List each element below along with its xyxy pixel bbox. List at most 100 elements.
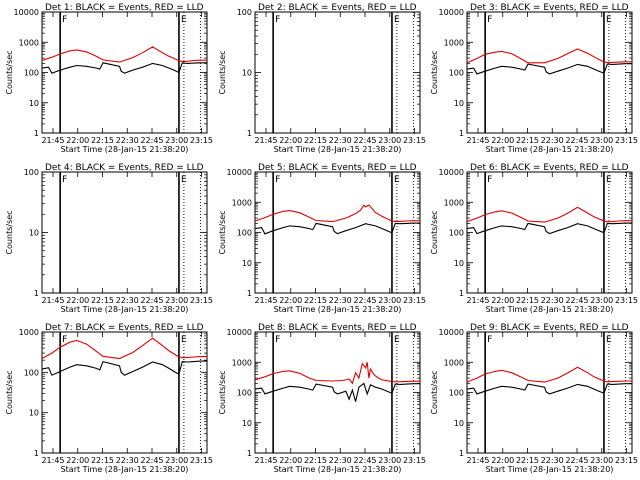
x-tick-label: 21:45 (254, 456, 277, 465)
plot-frame (254, 11, 421, 134)
x-tick-label: 23:00 (165, 296, 188, 305)
series-lld-line (466, 366, 632, 383)
x-tick-label: 23:00 (378, 296, 401, 305)
panel-det-3: Det 3: BLACK = Events, RED = LLD 1 10 100 10… (430, 3, 638, 154)
y-axis-label: Counts/sec (5, 370, 14, 414)
y-tick-label: 10 (29, 409, 39, 418)
end-flag-label: E (606, 175, 612, 185)
x-axis-label: Start Time (28-Jan-15 21:38:20) (486, 305, 614, 314)
x-tick-label: 23:00 (590, 136, 613, 145)
y-tick-label: 10 (454, 419, 464, 428)
y-tick-label: 10000 (439, 8, 464, 17)
x-tick-label: 22:15 (516, 136, 539, 145)
end-flag-label: E (394, 335, 400, 345)
x-tick-label: 23:15 (403, 296, 426, 305)
panel-title: Det 4: BLACK = Events, RED = LLD (45, 163, 204, 173)
x-tick-label: 22:00 (279, 456, 302, 465)
panel-det-6: Det 6: BLACK = Events, RED = LLD 1 10 100 10… (430, 163, 638, 314)
y-tick-label: 1 (34, 129, 39, 138)
y-tick-label: 100 (449, 229, 464, 238)
x-tick-label: 22:45 (565, 296, 588, 305)
y-tick-label: 10000 (439, 328, 464, 337)
x-tick-label: 23:00 (165, 136, 188, 145)
x-tick-label: 23:00 (378, 456, 401, 465)
y-tick-label: 10000 (227, 168, 252, 177)
panel-title: Det 6: BLACK = Events, RED = LLD (470, 163, 629, 173)
y-tick-label: 1 (34, 449, 39, 458)
x-axis-label: Start Time (28-Jan-15 21:38:20) (61, 465, 189, 474)
y-tick-label: 1 (247, 129, 252, 138)
x-tick-label: 22:30 (116, 296, 139, 305)
x-tick-label: 23:15 (615, 456, 638, 465)
series-events-line (254, 382, 420, 402)
plot-frame (254, 331, 421, 454)
start-flag-label: F (487, 175, 492, 185)
end-flag-label: E (181, 15, 187, 25)
x-tick-label: 22:30 (541, 456, 564, 465)
x-tick-label: 22:00 (491, 296, 514, 305)
y-tick-label: 1 (247, 289, 252, 298)
plot-frame (41, 331, 208, 454)
x-tick-label: 22:45 (565, 136, 588, 145)
x-tick-label: 22:45 (353, 136, 376, 145)
y-tick-label: 1000 (232, 358, 252, 367)
x-tick-label: 22:15 (91, 456, 114, 465)
y-tick-label: 1000 (444, 198, 464, 207)
start-flag-label: F (275, 175, 280, 185)
x-axis-label: Start Time (28-Jan-15 21:38:20) (274, 145, 402, 154)
x-tick-label: 23:00 (590, 296, 613, 305)
panel-title: Det 5: BLACK = Events, RED = LLD (258, 163, 417, 173)
end-flag-label: E (181, 175, 187, 185)
x-tick-label: 23:15 (615, 296, 638, 305)
series-events-line (466, 222, 632, 235)
x-tick-label: 22:00 (491, 456, 514, 465)
start-flag-label: F (487, 15, 492, 25)
y-axis-label: Counts/sec (5, 50, 14, 94)
series-events-line (466, 383, 632, 395)
x-axis-label: Start Time (28-Jan-15 21:38:20) (486, 145, 614, 154)
y-tick-label: 1000 (19, 328, 39, 337)
end-flag-label: E (394, 175, 400, 185)
plot-frame (466, 11, 633, 134)
x-tick-label: 22:45 (140, 296, 163, 305)
series-events-line (466, 63, 632, 75)
y-tick-label: 10 (242, 69, 252, 78)
x-tick-label: 22:30 (541, 296, 564, 305)
x-tick-label: 22:15 (516, 456, 539, 465)
x-tick-label: 22:45 (353, 456, 376, 465)
y-tick-label: 100 (24, 368, 39, 377)
start-flag-label: F (275, 15, 280, 25)
x-tick-label: 22:30 (329, 296, 352, 305)
x-tick-label: 21:45 (466, 456, 489, 465)
y-tick-label: 10 (29, 229, 39, 238)
start-flag-label: F (62, 175, 67, 185)
y-tick-label: 10000 (14, 8, 39, 17)
x-axis-label: Start Time (28-Jan-15 21:38:20) (61, 145, 189, 154)
y-tick-label: 10 (242, 419, 252, 428)
x-tick-label: 22:15 (516, 296, 539, 305)
start-flag-label: F (487, 335, 492, 345)
x-tick-label: 22:30 (116, 456, 139, 465)
x-tick-label: 22:15 (304, 136, 327, 145)
panel-det-7: Det 7: BLACK = Events, RED = LLD 1 10 100 10… (5, 323, 213, 474)
series-lld-line (41, 337, 207, 360)
panel-det-2: Det 2: BLACK = Events, RED = LLD 1 10 100 21… (218, 3, 426, 154)
y-tick-label: 100 (237, 229, 252, 238)
y-tick-label: 1 (459, 289, 464, 298)
y-tick-label: 10000 (439, 168, 464, 177)
x-tick-label: 23:15 (190, 456, 213, 465)
plot-frame (254, 171, 421, 294)
y-axis-label: Counts/sec (5, 210, 14, 254)
x-tick-label: 23:15 (403, 136, 426, 145)
x-tick-label: 23:15 (190, 296, 213, 305)
series-events-line (41, 62, 207, 74)
series-events-line (254, 222, 420, 235)
x-tick-label: 21:45 (254, 296, 277, 305)
panel-det-5: Det 5: BLACK = Events, RED = LLD 1 10 100 10… (218, 163, 426, 314)
x-tick-label: 22:45 (140, 456, 163, 465)
y-tick-label: 1 (459, 449, 464, 458)
end-flag-label: E (394, 15, 400, 25)
start-flag-label: F (62, 15, 67, 25)
y-tick-label: 10 (242, 259, 252, 268)
x-tick-label: 23:00 (378, 136, 401, 145)
